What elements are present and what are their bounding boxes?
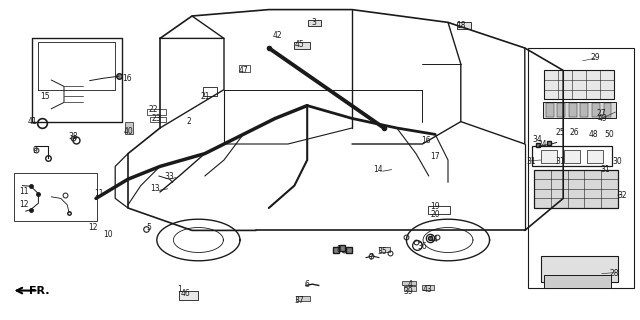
FancyBboxPatch shape xyxy=(541,150,557,163)
Text: 2: 2 xyxy=(186,117,191,126)
Text: 1: 1 xyxy=(177,285,182,294)
Text: 50: 50 xyxy=(604,130,614,139)
Text: 39: 39 xyxy=(403,287,413,296)
FancyBboxPatch shape xyxy=(532,146,612,166)
Text: 20: 20 xyxy=(430,210,440,219)
FancyBboxPatch shape xyxy=(546,103,554,117)
Text: 42: 42 xyxy=(272,31,282,40)
Text: 9: 9 xyxy=(33,146,38,155)
Text: 31: 31 xyxy=(526,157,536,166)
Text: 12: 12 xyxy=(20,200,29,209)
FancyBboxPatch shape xyxy=(604,103,611,117)
Text: 28: 28 xyxy=(610,269,619,278)
FancyBboxPatch shape xyxy=(179,291,198,300)
Text: 31: 31 xyxy=(556,157,566,166)
Text: 45: 45 xyxy=(294,40,305,49)
Text: 12: 12 xyxy=(88,223,97,232)
Text: 46: 46 xyxy=(180,289,191,298)
FancyBboxPatch shape xyxy=(422,285,434,290)
Text: 8: 8 xyxy=(337,245,342,254)
Text: 5: 5 xyxy=(146,223,151,232)
Text: 47: 47 xyxy=(238,66,248,75)
FancyBboxPatch shape xyxy=(580,103,588,117)
Text: 15: 15 xyxy=(40,92,50,100)
FancyBboxPatch shape xyxy=(592,103,600,117)
FancyBboxPatch shape xyxy=(147,109,166,115)
Text: 4: 4 xyxy=(407,280,412,289)
Text: 43: 43 xyxy=(422,285,433,294)
FancyBboxPatch shape xyxy=(534,170,618,208)
FancyBboxPatch shape xyxy=(587,150,603,163)
Text: 23: 23 xyxy=(152,114,162,123)
Text: 34: 34 xyxy=(532,135,543,144)
Text: 41: 41 xyxy=(27,117,37,126)
Text: 16: 16 xyxy=(420,136,431,145)
Text: 14: 14 xyxy=(372,165,383,174)
FancyBboxPatch shape xyxy=(150,117,166,122)
Text: 16: 16 xyxy=(122,74,132,83)
FancyBboxPatch shape xyxy=(239,65,250,72)
FancyBboxPatch shape xyxy=(428,206,450,214)
FancyBboxPatch shape xyxy=(544,70,614,99)
FancyBboxPatch shape xyxy=(564,150,580,163)
Text: 24: 24 xyxy=(538,140,548,148)
Text: 11: 11 xyxy=(20,188,29,196)
Text: 22: 22 xyxy=(149,105,158,114)
FancyBboxPatch shape xyxy=(125,122,133,134)
Text: 29: 29 xyxy=(590,53,600,62)
FancyBboxPatch shape xyxy=(543,102,616,118)
Text: 7: 7 xyxy=(369,253,374,262)
FancyBboxPatch shape xyxy=(544,275,611,288)
FancyBboxPatch shape xyxy=(557,103,565,117)
Text: 27: 27 xyxy=(596,109,607,118)
Text: 30: 30 xyxy=(612,157,622,166)
Text: 6: 6 xyxy=(305,280,310,289)
FancyBboxPatch shape xyxy=(379,247,390,252)
Text: 11: 11 xyxy=(95,189,104,198)
FancyBboxPatch shape xyxy=(308,20,321,26)
Text: 48: 48 xyxy=(589,130,599,139)
FancyBboxPatch shape xyxy=(294,42,310,49)
Text: 36: 36 xyxy=(417,242,428,251)
FancyBboxPatch shape xyxy=(296,296,310,301)
FancyBboxPatch shape xyxy=(404,286,416,291)
Text: 25: 25 xyxy=(555,128,565,137)
Text: 10: 10 xyxy=(102,230,113,239)
FancyBboxPatch shape xyxy=(541,256,618,282)
Text: 19: 19 xyxy=(430,202,440,211)
Text: 32: 32 xyxy=(617,191,627,200)
Text: 31: 31 xyxy=(600,165,610,174)
FancyBboxPatch shape xyxy=(402,281,416,285)
Text: FR.: FR. xyxy=(29,286,49,296)
FancyBboxPatch shape xyxy=(569,103,577,117)
FancyBboxPatch shape xyxy=(203,87,217,96)
Text: 3: 3 xyxy=(311,18,316,27)
Text: 37: 37 xyxy=(294,296,305,305)
Text: 33: 33 xyxy=(164,172,175,180)
Text: 21: 21 xyxy=(200,92,209,101)
Text: 13: 13 xyxy=(150,184,160,193)
Text: 49: 49 xyxy=(598,114,608,123)
Text: 17: 17 xyxy=(430,152,440,161)
Text: 26: 26 xyxy=(569,128,579,137)
Text: 40: 40 xyxy=(123,127,133,136)
Text: 38: 38 xyxy=(68,132,79,141)
Text: 35: 35 xyxy=(378,247,388,256)
Text: 18: 18 xyxy=(456,21,465,30)
Text: 44: 44 xyxy=(429,236,439,244)
FancyBboxPatch shape xyxy=(457,22,471,29)
